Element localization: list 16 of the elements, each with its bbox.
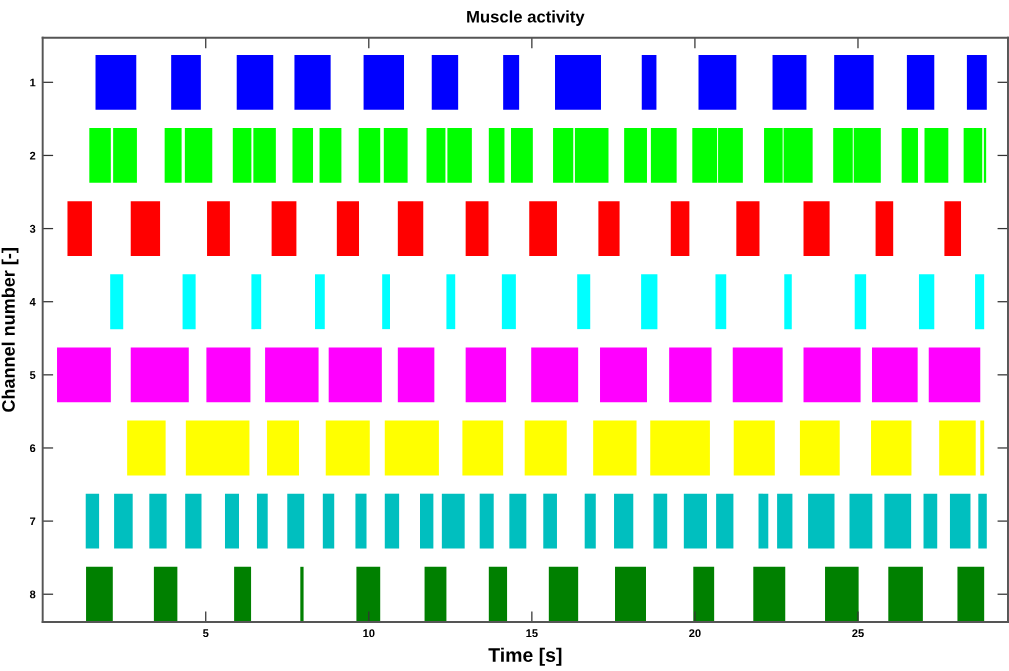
y-tick-label: 2 [29,151,36,160]
y-tick-label: 7 [30,517,36,526]
x-tick-label: 20 [689,629,701,638]
x-tick-label: 5 [202,629,209,638]
y-tick-label: 5 [29,371,36,379]
y-tick-label: 3 [29,224,36,233]
y-axis-title: Channel number [-] [1,248,19,412]
chart-title: Muscle activity [467,10,585,26]
x-tick-label: 15 [526,629,538,638]
y-tick-label: 8 [29,590,36,599]
y-tick-label: 6 [29,444,36,453]
x-axis-title: Time [s] [488,647,562,666]
x-tick-label: 25 [852,629,864,638]
y-tick-label: 4 [29,298,36,306]
y-tick-label: 1 [30,78,36,87]
x-tick-label: 10 [363,629,375,638]
